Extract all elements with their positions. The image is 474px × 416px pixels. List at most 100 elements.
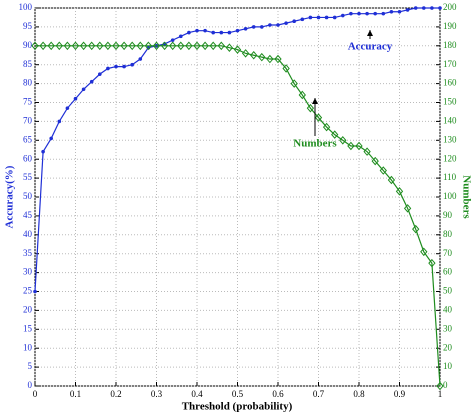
point: [79, 41, 88, 51]
y-tick-label: 80: [23, 78, 33, 88]
point: [251, 25, 256, 29]
point: [193, 41, 201, 51]
point: [268, 23, 272, 27]
y2-tick-label: 140: [443, 115, 457, 125]
y-tick-label: 55: [23, 172, 33, 182]
point: [179, 34, 183, 39]
x-tick-label: 0.1: [70, 389, 81, 399]
point: [187, 30, 191, 35]
point: [387, 175, 396, 185]
point: [381, 11, 386, 16]
point: [397, 9, 402, 14]
point: [363, 147, 371, 156]
y-tick-label: 15: [23, 323, 33, 333]
y-tick-label: 40: [23, 229, 33, 239]
y-tick-label: 70: [23, 115, 33, 125]
point: [201, 41, 209, 51]
point: [413, 6, 418, 10]
annotation: Numbers: [293, 138, 337, 150]
point: [420, 247, 428, 257]
point: [55, 41, 63, 51]
point: [405, 8, 410, 12]
point: [96, 41, 104, 51]
point: [290, 79, 298, 88]
point: [436, 381, 444, 391]
y-tick-label: 50: [23, 191, 33, 201]
point: [331, 130, 339, 139]
annotation-arrowhead: [367, 30, 373, 36]
annotation: Accuracy: [348, 41, 393, 53]
point: [389, 9, 394, 14]
y-tick-label: 65: [23, 134, 33, 144]
point: [49, 136, 53, 141]
point: [292, 19, 297, 24]
point: [438, 6, 442, 10]
point: [430, 6, 434, 10]
point: [57, 119, 62, 124]
y-tick-label: 5: [28, 361, 33, 371]
x-tick-label: 0.6: [272, 389, 284, 399]
point: [314, 113, 323, 122]
x-tick-label: 0.7: [313, 389, 325, 399]
y-tick-label: 20: [23, 304, 33, 314]
point: [33, 289, 37, 294]
y-tick-label: 85: [23, 59, 33, 69]
point: [284, 21, 288, 25]
point: [298, 90, 306, 100]
point: [227, 30, 232, 35]
point: [98, 72, 102, 76]
y-tick-label: 35: [23, 248, 33, 258]
y2-tick-label: 130: [443, 134, 457, 144]
x-tick-label: 0.3: [151, 389, 163, 399]
y2-tick-label: 50: [443, 286, 453, 296]
y-tick-label: 95: [23, 21, 33, 31]
point: [73, 96, 78, 101]
x-tick-label: 0.5: [232, 389, 244, 399]
point: [233, 45, 242, 54]
point: [128, 41, 136, 51]
point: [428, 258, 436, 268]
point: [412, 224, 420, 234]
point: [258, 52, 266, 62]
annotation-arrowhead: [312, 98, 318, 104]
point: [138, 57, 143, 61]
point: [306, 103, 315, 113]
point: [379, 166, 387, 175]
y-tick-label: 0: [28, 380, 33, 390]
point: [41, 149, 45, 154]
y-tick-label: 75: [23, 97, 33, 107]
point: [422, 6, 426, 10]
point: [274, 54, 282, 64]
point: [357, 11, 361, 16]
point: [130, 62, 134, 67]
point: [81, 87, 86, 92]
point: [371, 156, 379, 166]
point: [169, 41, 177, 51]
y-tick-label: 10: [23, 342, 33, 352]
point: [136, 41, 144, 51]
y2-tick-label: 200: [443, 2, 457, 12]
point: [211, 30, 215, 35]
y-axis-label: Accuracy(%): [4, 165, 16, 228]
point: [144, 41, 153, 51]
y-tick-label: 45: [23, 210, 33, 220]
point: [209, 41, 217, 51]
point: [243, 26, 248, 31]
point: [316, 15, 321, 20]
y2-tick-label: 60: [443, 267, 453, 277]
x-tick-label: 0.2: [110, 389, 121, 399]
point: [203, 28, 207, 33]
point: [225, 43, 234, 52]
point: [106, 66, 110, 71]
point: [39, 41, 47, 51]
y2-tick-label: 170: [443, 59, 457, 69]
point: [276, 23, 280, 27]
y2-tick-label: 40: [443, 304, 453, 314]
point: [114, 64, 118, 69]
point: [65, 106, 70, 110]
x-tick-label: 0.9: [394, 389, 406, 399]
x-tick-label: 0: [33, 389, 38, 399]
point: [217, 41, 225, 51]
point: [112, 41, 120, 51]
